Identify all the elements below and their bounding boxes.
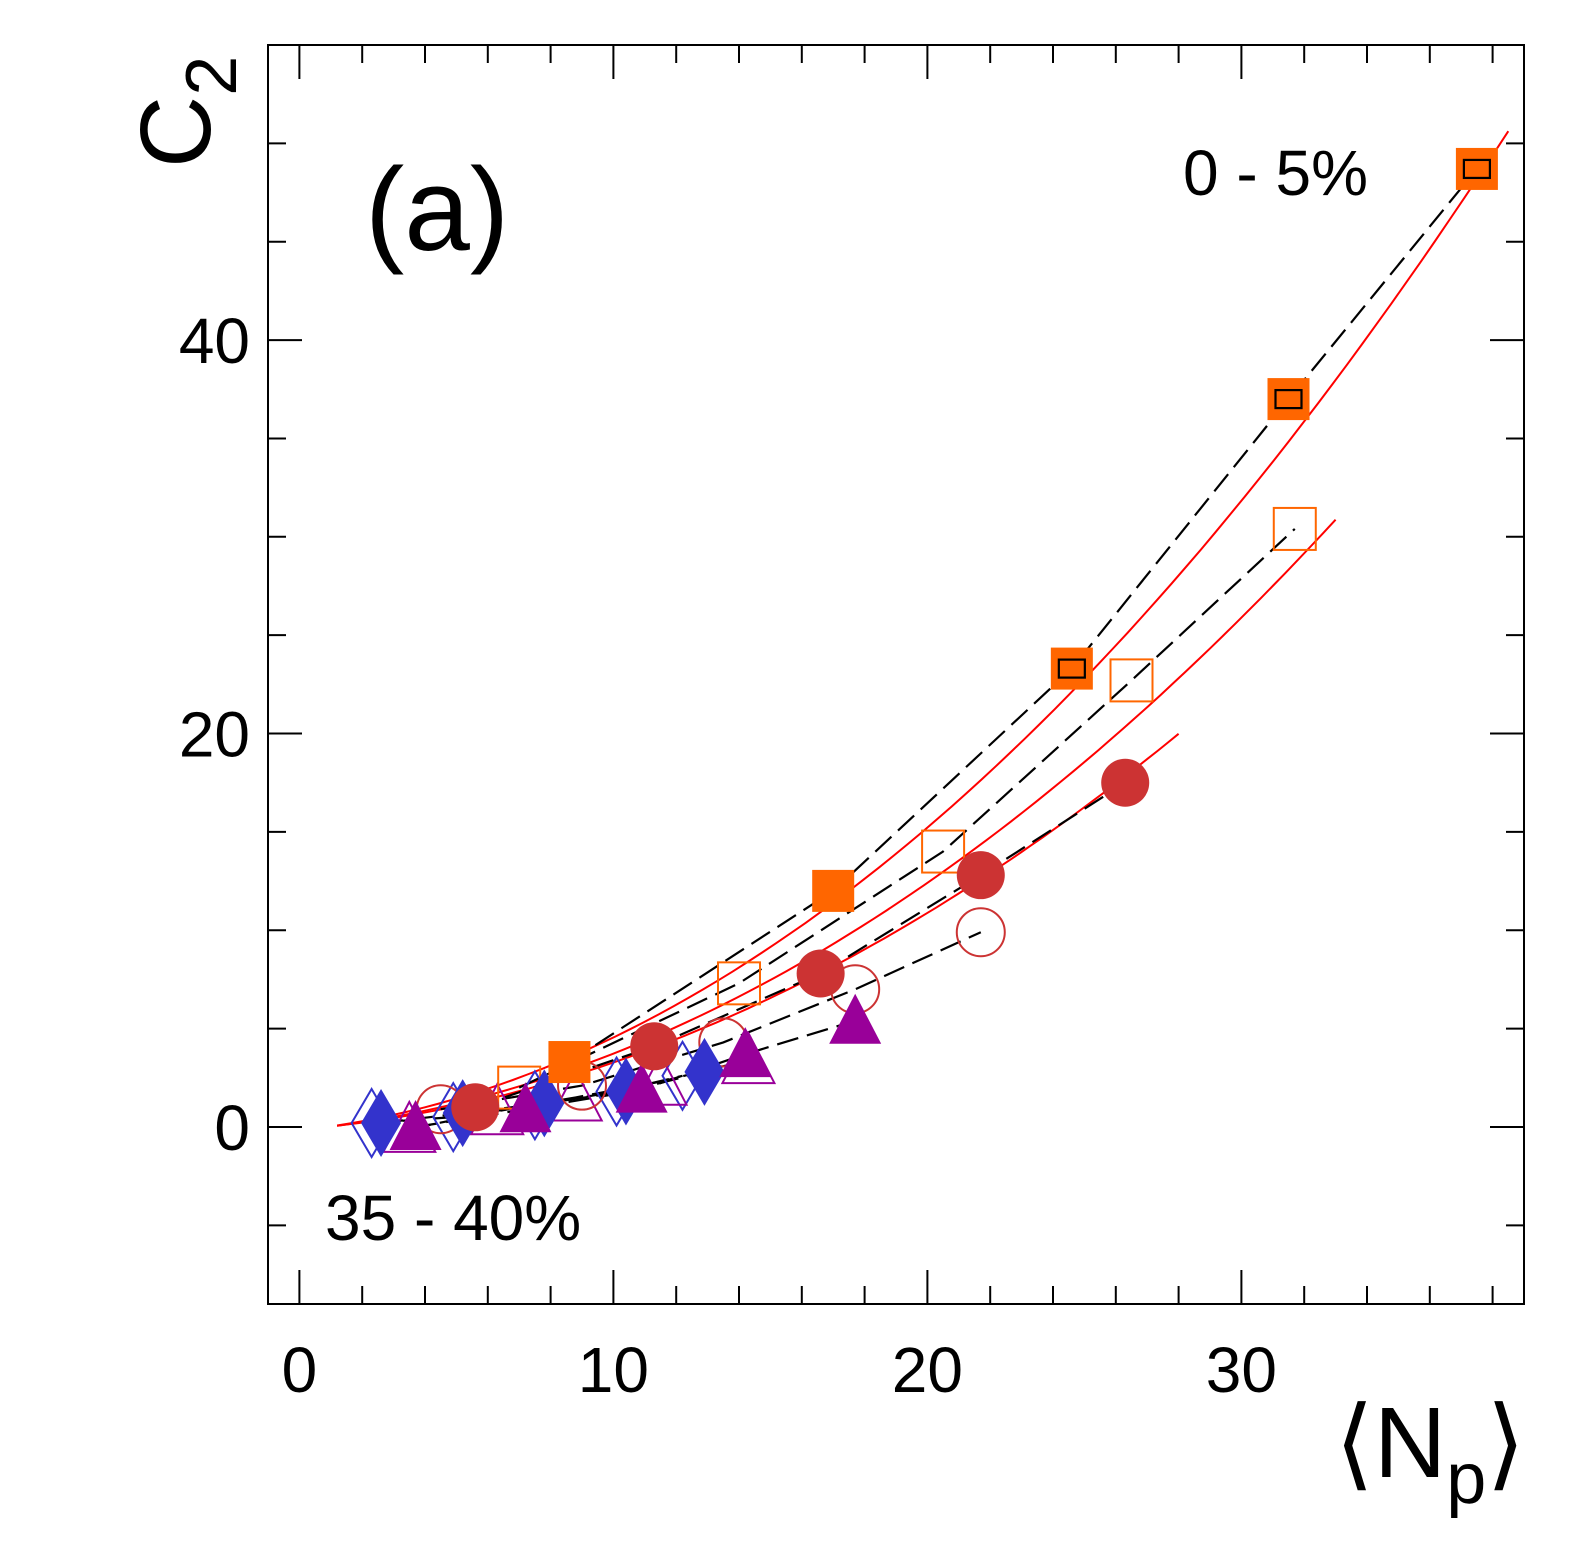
x-tick-label: 30 [1206, 1334, 1277, 1406]
x-axis-title-sub: p [1446, 1439, 1486, 1519]
square-inner-box [1274, 388, 1303, 410]
data-markers [350, 147, 1498, 1159]
filled-diamond-marker [361, 1089, 402, 1158]
filled-circle-marker [630, 1022, 679, 1071]
filled-square-marker [1455, 147, 1498, 190]
filled-square-marker [812, 869, 855, 912]
svg-text:C2: C2 [120, 56, 252, 168]
y-axis-title: C2 [120, 56, 252, 168]
filled-triangle-marker [615, 1062, 668, 1113]
x-axis-title-close: ⟩ [1486, 1387, 1525, 1499]
x-axis-title-main: ⟨N [1335, 1387, 1446, 1499]
filled-circle-marker [1101, 758, 1150, 807]
open-square-marker [717, 961, 761, 1006]
tick-labels: 0 10 20 30 0 20 40 [179, 305, 1277, 1406]
open-triangle-marker [548, 1068, 604, 1122]
filled-circle-marker [796, 949, 845, 998]
filled-square-marker [548, 1041, 591, 1084]
square-inner-box [1462, 158, 1492, 180]
solid-fit-curve-1 [336, 519, 1337, 1127]
y-tick-label: 0 [214, 1092, 250, 1164]
open-square-marker [921, 829, 966, 874]
panel-label: (a) [365, 144, 509, 276]
fit-curves [336, 130, 1510, 1130]
dashed-fit-line-3 [568, 168, 1478, 1063]
y-tick-label: 20 [179, 699, 250, 771]
filled-triangle-marker [499, 1082, 552, 1133]
x-tick-label: 20 [892, 1334, 963, 1406]
dashed-fit-line-4 [518, 528, 1296, 1089]
annotation-top: 0 - 5% [1183, 137, 1368, 209]
open-square-marker [1109, 658, 1154, 703]
solid-fit-curve-0 [336, 130, 1510, 1127]
x-axis-title: ⟨Np⟩ [1335, 1387, 1525, 1519]
x-tick-label: 0 [282, 1334, 318, 1406]
filled-square-marker [1267, 378, 1310, 421]
axis-ticks [268, 45, 1524, 1304]
filled-circle-marker [451, 1083, 500, 1132]
y-axis-title-main: C [120, 96, 232, 168]
open-circle-marker [955, 907, 1006, 958]
square-inner-box [1057, 658, 1086, 679]
filled-triangle-marker [389, 1099, 442, 1150]
filled-square-marker [1050, 647, 1093, 690]
y-axis-title-sub: 2 [172, 56, 252, 96]
filled-triangle-marker [719, 1027, 772, 1078]
filled-triangle-marker [829, 993, 882, 1044]
x-tick-label: 10 [578, 1334, 649, 1406]
y-tick-label: 40 [179, 305, 250, 377]
annotation-bottom: 35 - 40% [325, 1182, 581, 1254]
open-square-marker [1272, 506, 1317, 551]
dashed-fit-line-5 [474, 781, 1126, 1109]
plot-frame [267, 44, 1525, 1305]
filled-diamond-marker [684, 1037, 725, 1106]
filled-circle-marker [956, 851, 1005, 900]
